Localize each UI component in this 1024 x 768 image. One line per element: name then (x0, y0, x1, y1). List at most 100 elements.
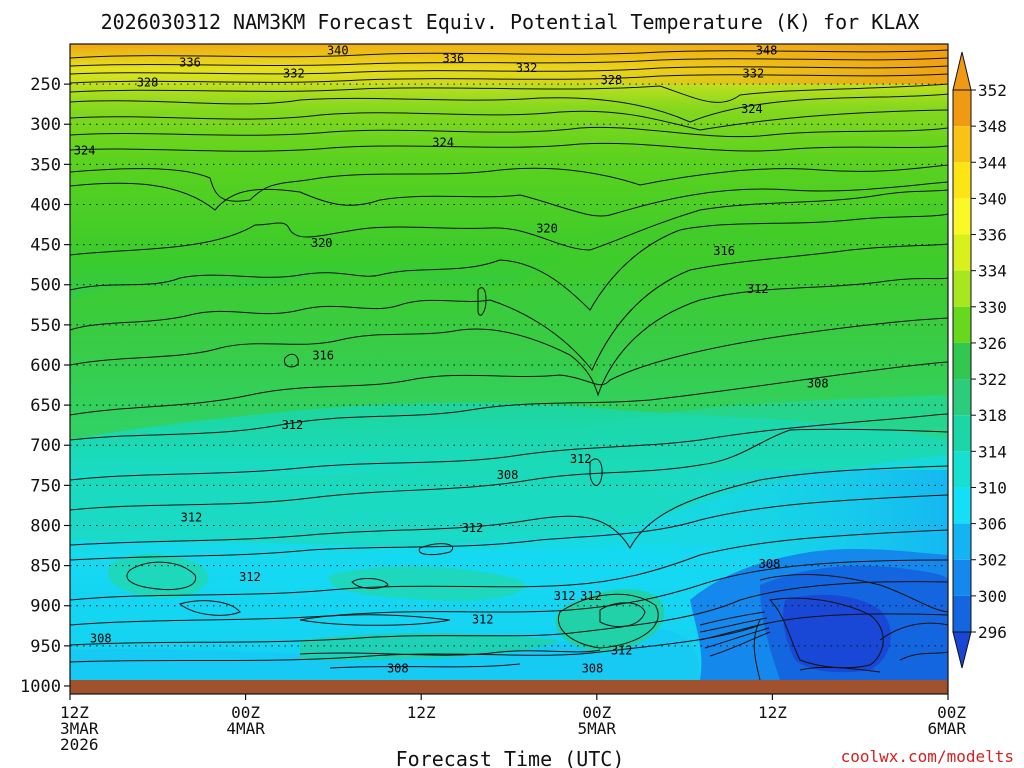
colorbar-top-arrow (952, 51, 972, 91)
x-tick-label: 12Z (758, 703, 787, 722)
contour-label: 308 (807, 376, 829, 390)
contour-label: 312 (570, 452, 592, 466)
y-tick-label: 650 (30, 396, 61, 416)
contour-label: 308 (497, 468, 519, 482)
contour-label: 332 (283, 67, 305, 81)
contour-label: 328 (137, 76, 159, 90)
x-tick-label: 00Z (937, 703, 966, 722)
field-dry-intrusion (470, 283, 640, 390)
colorbar-swatch (953, 595, 971, 632)
colorbar-label: 326 (978, 334, 1007, 353)
contour-label: 312 (239, 570, 261, 584)
y-tick-label: 850 (30, 557, 61, 577)
colorbar-label: 322 (978, 370, 1007, 389)
colorbar-swatch (953, 379, 971, 416)
y-tick-label: 700 (30, 436, 61, 456)
contour-label: 320 (536, 222, 558, 236)
contour-label: 340 (327, 43, 349, 57)
colorbar-label: 340 (978, 189, 1007, 208)
x-tick-label: 12Z (407, 703, 436, 722)
y-tick-label: 750 (30, 476, 61, 496)
colorbar: 352 348 344 340 336 334 330 326 322 318 314 310 306 3… (952, 51, 1007, 669)
colorbar-swatch (953, 559, 971, 596)
colorbar-label: 344 (978, 153, 1007, 172)
contour-label: 312 (462, 521, 484, 535)
x-tick-label: 6MAR (927, 719, 966, 738)
colorbar-label: 330 (978, 298, 1007, 317)
chart-title: 2026030312 NAM3KM Forecast Equiv. Potent… (101, 10, 920, 34)
contour-label: 324 (741, 102, 763, 116)
y-tick-label: 450 (30, 236, 61, 256)
contour-label: 336 (179, 55, 201, 69)
contour-label: 348 (756, 43, 778, 57)
contour-label: 308 (582, 661, 604, 675)
y-tick-label: 600 (30, 356, 61, 376)
x-tick-label: 4MAR (226, 719, 265, 738)
contour-label: 312 (554, 589, 576, 603)
contour-label: 312 (747, 282, 769, 296)
colorbar-swatch (953, 90, 971, 127)
contour-label: 336 (443, 51, 465, 65)
field-upper-green (70, 200, 948, 440)
contour-label: 308 (387, 661, 409, 675)
y-tick-label: 250 (30, 75, 61, 95)
colorbar-label: 348 (978, 117, 1007, 136)
x-axis-label: Forecast Time (UTC) (396, 747, 625, 768)
colorbar-swatch (953, 234, 971, 271)
colorbar-swatch (953, 342, 971, 380)
contour-label: 312 (580, 589, 602, 603)
contour-labels: 340 348 336 336 332 332 332 328 328 324 324 324 320 3… (74, 43, 829, 675)
colorbar-swatch (953, 162, 971, 199)
colorbar-label: 310 (978, 478, 1007, 497)
y-tick-label: 350 (30, 155, 61, 175)
contour-label: 324 (432, 136, 454, 150)
colorbar-label: 296 (978, 623, 1007, 642)
ground-surface (70, 680, 948, 694)
y-tick-label: 1000 (20, 677, 61, 697)
y-tick-label: 950 (30, 637, 61, 657)
colorbar-bottom-arrow (952, 631, 972, 669)
colorbar-swatch (953, 126, 971, 163)
colorbar-swatch (953, 415, 971, 452)
x-tick-label: 00Z (231, 703, 260, 722)
y-tick-label: 900 (30, 597, 61, 617)
x-tick-label: 2026 (60, 735, 99, 754)
x-tick-label: 12Z (60, 703, 89, 722)
colorbar-label: 314 (978, 442, 1007, 461)
field-warm-pocket-2 (328, 566, 526, 601)
x-tick-label: 00Z (582, 703, 611, 722)
y-tick-label: 400 (30, 195, 61, 215)
contour-label: 316 (312, 348, 334, 362)
colorbar-swatch (953, 198, 971, 235)
y-tick-label: 500 (30, 276, 61, 296)
colorbar-label: 334 (978, 262, 1007, 281)
plot-area: 340 348 336 336 332 332 332 328 328 324 324 324 320 3… (70, 43, 948, 680)
contour-label: 316 (713, 244, 735, 258)
contour-label: 312 (181, 510, 203, 524)
y-tick-label: 550 (30, 316, 61, 336)
y-axis: 250 300 350 400 450 500 550 600 650 700 750 800 850 9… (20, 75, 70, 697)
colorbar-swatch (953, 523, 971, 560)
source-credit: coolwx.com/modelts (841, 747, 1014, 766)
contour-label: 332 (743, 67, 765, 81)
colorbar-swatch (953, 487, 971, 524)
contour-label: 312 (282, 418, 304, 432)
plot-frame (69, 43, 949, 695)
colorbar-swatch (953, 451, 971, 488)
field-top-warm-band (70, 44, 948, 84)
colorbar-label: 300 (978, 587, 1007, 606)
x-tick-label: 3MAR (60, 719, 99, 738)
contour-label: 320 (311, 236, 333, 250)
y-tick-label: 300 (30, 115, 61, 135)
contour-label: 324 (74, 144, 96, 158)
colorbar-frame (952, 89, 972, 633)
y-tick-label: 800 (30, 516, 61, 536)
colorbar-label: 318 (978, 406, 1007, 425)
contour-label: 312 (611, 644, 633, 658)
colorbar-swatch (953, 270, 971, 307)
contour-label: 328 (601, 73, 623, 87)
colorbar-swatch (953, 306, 971, 343)
field-warm-pocket-1 (108, 553, 208, 599)
